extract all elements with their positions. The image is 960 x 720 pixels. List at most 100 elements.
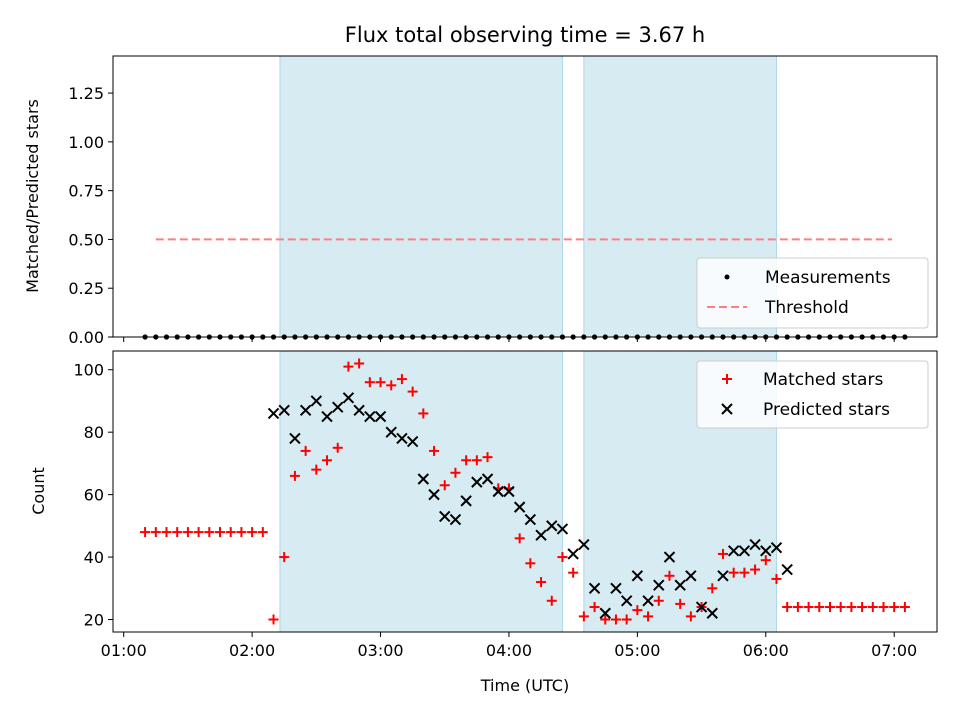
legend-measurements-label: Measurements [765,268,891,288]
predicted-star-point [620,595,633,607]
predicted-star-point [513,501,526,513]
matched-star-point [150,527,161,538]
legend-predicted-label: Predicted stars [763,400,890,420]
predicted-star-point [653,579,665,591]
matched-star-point [429,445,440,456]
matched-stars-series [140,358,910,625]
matched-star-point [803,602,814,613]
matched-star-point [792,602,803,613]
matched-star-point [610,614,621,625]
legend-predicted-marker [721,403,733,415]
predicted-star-point [770,541,783,554]
matched-star-point [728,567,739,578]
chart-title: Flux total observing time = 3.67 h [345,23,705,47]
predicted-star-point [642,595,654,607]
predicted-star-point [449,513,462,526]
matched-star-point [225,527,236,538]
predicted-star-point [342,392,355,404]
predicted-star-point [299,404,312,417]
top-axes-frame [112,55,938,338]
predicted-stars-series [267,392,793,619]
legend-matched-label: Matched stars [763,370,883,390]
y-tick-label: 0.00 [68,328,104,347]
predicted-star-point [439,510,451,523]
predicted-star-point [588,582,601,594]
matched-star-point [268,614,279,625]
x-tick-label: 04:00 [486,641,532,660]
matched-star-point [407,386,418,397]
bottom-axes-frame [112,350,938,633]
matched-star-point [514,533,525,544]
matched-star-point [675,598,686,609]
predicted-star-point [406,435,419,448]
y-tick-label: 0.75 [68,182,104,201]
bottom-panel: 20 40 60 80 100 01:00 02:00 03:00 04:00 05:00 06:… [29,350,938,695]
matched-star-point [578,611,589,622]
matched-star-point [172,527,183,538]
predicted-star-point [396,432,408,445]
predicted-star-point [567,548,579,560]
legend-measurements-marker [724,274,730,280]
x-tick-label: 05:00 [614,641,660,660]
predicted-star-point [278,404,290,417]
predicted-star-point [417,473,430,485]
predicted-star-point [492,485,504,498]
matched-star-point [664,570,675,581]
top-x-ticks [123,337,895,342]
predicted-star-point [760,545,772,557]
predicted-star-point [503,485,515,498]
matched-star-point [418,408,429,419]
predicted-star-point [310,395,323,407]
predicted-star-point [781,563,793,576]
legend-x-glyph [721,403,733,415]
predicted-star-point [578,538,590,551]
matched-star-point [215,527,226,538]
matched-star-point [750,564,761,575]
legend-plus-glyph [722,374,732,384]
matched-star-point [600,614,611,625]
matched-star-point [771,573,782,584]
matched-star-point [568,567,579,578]
y-tick-label: 20 [84,611,104,630]
y-tick-label: 100 [73,361,104,380]
predicted-star-point [556,523,569,535]
predicted-star-point [706,607,718,619]
predicted-star-point [738,545,751,557]
matched-star-point [525,558,536,569]
legend-matched-marker [722,374,732,384]
matched-star-point [204,527,215,538]
predicted-star-point [460,495,472,507]
matched-star-point [247,527,258,538]
matched-star-point [889,602,900,613]
predicted-star-point [524,513,537,526]
y-tick-label: 0.50 [68,230,104,249]
shaded-interval-1 [279,350,563,633]
shaded-interval-1 [279,55,563,338]
matched-star-point [375,377,386,388]
predicted-star-point [385,426,397,438]
top-y-axis-label: Matched/Predicted stars [23,99,42,293]
x-tick-label: 07:00 [871,641,917,660]
matched-star-point [300,445,311,456]
matched-star-point [760,555,771,566]
matched-star-point [343,361,354,372]
top-legend: Measurements Threshold [696,257,929,329]
top-legend-box [696,257,929,329]
x-tick-label: 02:00 [229,641,275,660]
y-tick-label: 40 [84,548,104,567]
matched-star-point [332,442,343,453]
matched-star-point [439,480,450,491]
matched-star-point [161,527,172,538]
top-shaded-intervals [279,55,777,338]
legend-threshold-label: Threshold [764,298,849,318]
predicted-star-point [353,404,365,417]
matched-star-point [557,552,568,563]
matched-star-point [899,602,910,613]
predicted-star-point [332,401,344,413]
y-tick-label: 1.25 [68,84,104,103]
matched-star-point [814,602,825,613]
matched-star-point [685,611,696,622]
matched-star-point [236,527,247,538]
matched-star-point [193,527,204,538]
matched-star-point [471,455,482,466]
